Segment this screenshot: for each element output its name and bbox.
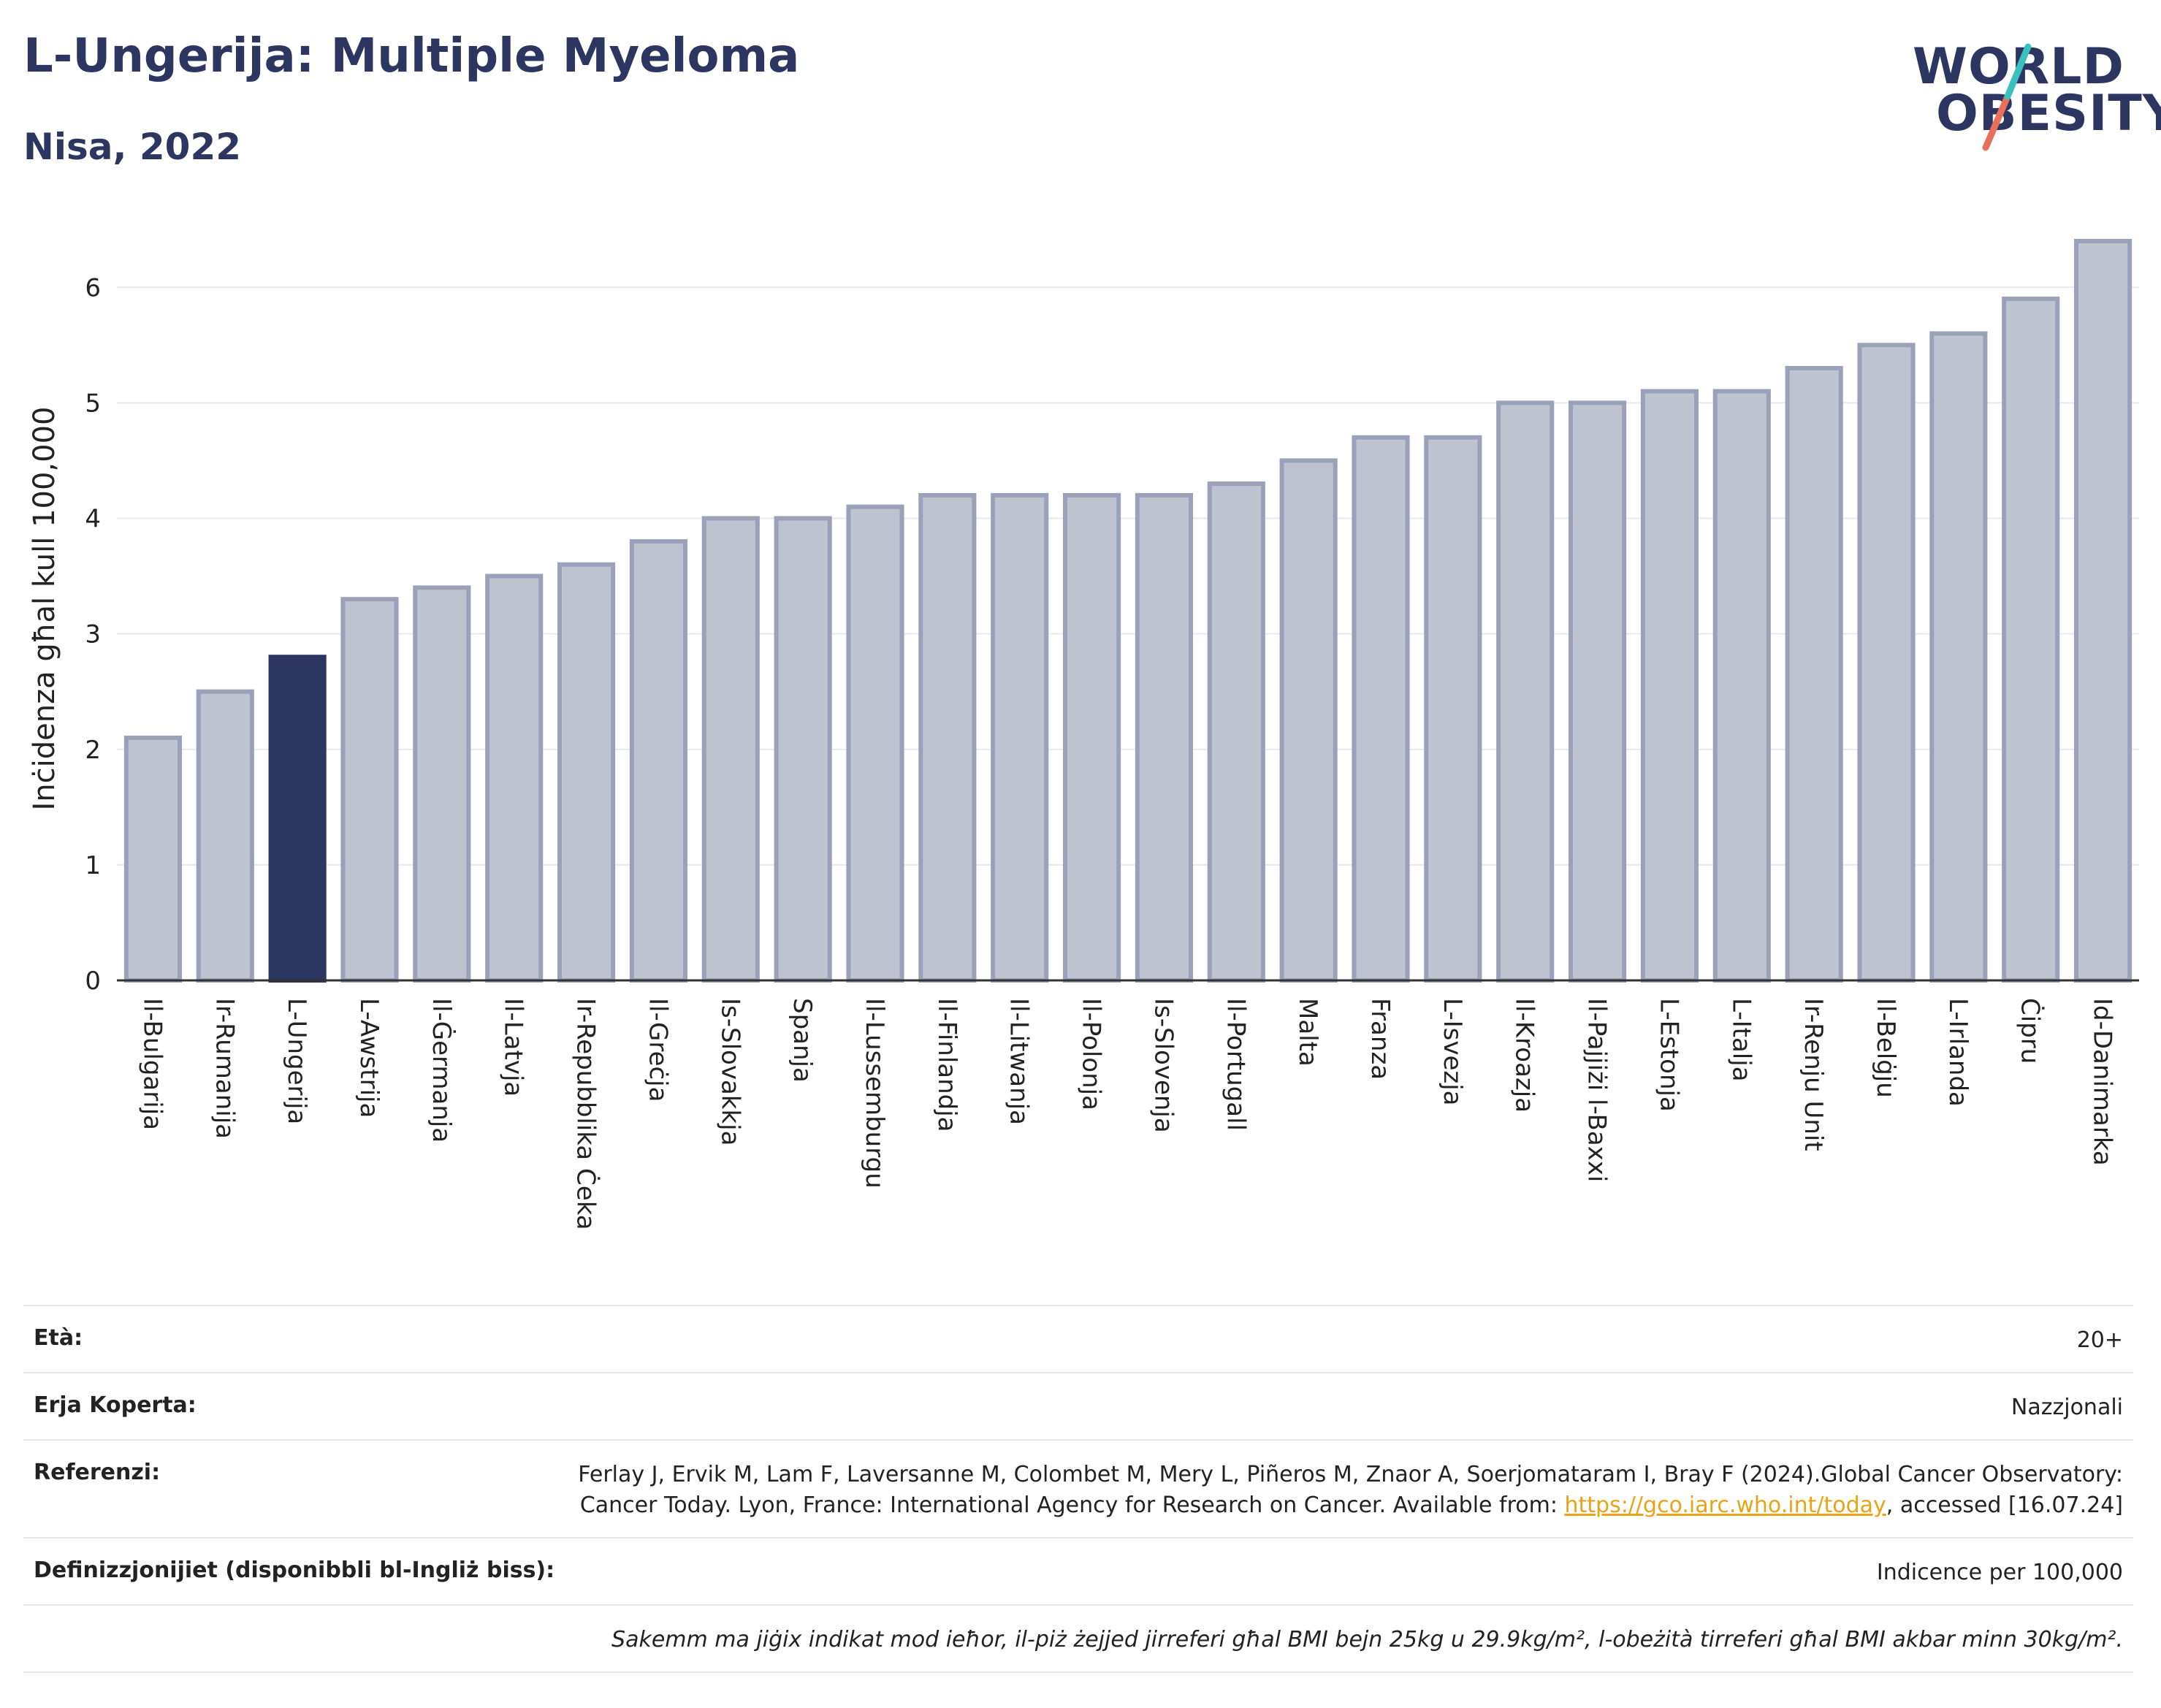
bar-ir-repubblika-eka[interactable] [557, 562, 616, 983]
x-tick-label: L-Irlanda [1943, 998, 1973, 1107]
bar-franza[interactable] [1352, 435, 1410, 983]
bar-il-kroazja[interactable] [1496, 400, 1555, 983]
logo-slash-icon [1982, 43, 2032, 151]
y-tick-labels: 0 1 2 3 4 5 6 [85, 273, 101, 996]
bar-is-slovakkja[interactable] [701, 516, 760, 983]
age-value: 20+ [2076, 1327, 2123, 1353]
age-label: Età: [34, 1325, 83, 1351]
bar-l-ungerija[interactable] [268, 655, 327, 983]
x-tick-label: Malta [1293, 998, 1322, 1067]
x-tick-label: Il-Kroazja [1510, 998, 1539, 1113]
x-tick-label: Il-Ġermanja [427, 998, 457, 1143]
bar-il-litwanja[interactable] [991, 492, 1049, 983]
x-tick-label: Il-Polonja [1077, 998, 1106, 1110]
bar-is-slovenja[interactable] [1135, 492, 1194, 983]
reference-value: Ferlay J, Ervik M, Lam F, Laversanne M, … [574, 1460, 2123, 1521]
reference-link[interactable]: https://gco.iarc.who.int/today [1564, 1492, 1886, 1518]
x-tick-label: Ir-Renju Unit [1799, 998, 1828, 1151]
x-tick-label: Il-Lussemburgu [860, 998, 889, 1189]
bar-malta[interactable] [1279, 458, 1338, 983]
bar-l-estonja[interactable] [1640, 389, 1699, 983]
y-tick-label: 0 [85, 967, 101, 996]
area-label: Erja Koperta: [34, 1392, 197, 1418]
x-tick-label: L-Estonja [1654, 998, 1683, 1112]
bar-il-latvja[interactable] [485, 573, 544, 983]
bar-ir-rumanija[interactable] [196, 689, 254, 983]
x-tick-label: L-Awstrija [354, 998, 384, 1118]
world-obesity-logo: WORLD OBESITY [1913, 38, 2161, 155]
bar-ir-renju-unit[interactable] [1785, 365, 1843, 983]
y-tick-label: 6 [85, 273, 101, 302]
bar-chart: 0 1 2 3 4 5 6 Il-Bulgarija Ir-Rumanija L-Ungerij… [28, 239, 2139, 1230]
info-row-age: Età: 20+ [23, 1305, 2133, 1372]
area-value: Nazzjonali [2011, 1395, 2123, 1420]
reference-accessed: , accessed [16.07.24] [1886, 1492, 2123, 1518]
bar-il-lussemburgu[interactable] [846, 504, 904, 983]
bar-il-portugall[interactable] [1207, 481, 1265, 983]
chart-title: L-Ungerija: Multiple Myeloma [23, 29, 800, 83]
x-tick-label: Il-Pajjiżi l-Baxxi [1582, 998, 1612, 1182]
y-axis-title: Inċidenza għal kull 100,000 [28, 407, 61, 811]
x-tick-label: Il-Litwanja [1005, 998, 1034, 1125]
chart-subtitle: Nisa, 2022 [23, 126, 242, 168]
x-tick-label: Il-Bulgarija [137, 998, 167, 1130]
x-tick-label: Is-Slovenja [1148, 998, 1178, 1133]
bar-spanja[interactable] [774, 516, 832, 983]
bar-l-irlanda[interactable] [1929, 331, 1988, 983]
info-row-reference: Referenzi: Ferlay J, Ervik M, Lam F, Lav… [23, 1439, 2133, 1537]
y-tick-label: 1 [85, 851, 101, 880]
y-tick-label: 4 [85, 505, 101, 534]
bar-il-polonja[interactable] [1062, 492, 1121, 983]
bar-l-isvezja[interactable] [1424, 435, 1482, 983]
x-tick-label: Il-Greċja [643, 998, 672, 1102]
x-tick-label: Il-Belġju [1871, 998, 1900, 1098]
reference-label: Referenzi: [34, 1460, 161, 1485]
x-tick-label: Ċipru [2016, 998, 2046, 1064]
x-tick-label: Id-Danimarka [2088, 998, 2117, 1166]
definitions-label: Definizzjonijiet (disponibbli bl-Ingliż … [34, 1558, 555, 1583]
x-tick-label: L-Italja [1726, 998, 1756, 1082]
y-tick-label: 2 [85, 736, 101, 765]
bar-il-finlandja[interactable] [918, 492, 977, 983]
x-tick-label: L-Ungerija [282, 998, 311, 1124]
bar-id-danimarka[interactable] [2073, 239, 2133, 983]
y-tick-label: 3 [85, 620, 101, 649]
definitions-value: Indicence per 100,000 [1876, 1560, 2123, 1585]
x-tick-label: Il-Portugall [1221, 998, 1250, 1131]
bar-il-bel-ju[interactable] [1857, 343, 1916, 983]
x-tick-label: Ir-Rumanija [210, 998, 239, 1139]
logo-line-2: OBESITY [1936, 85, 2161, 142]
x-tick-label: Franza [1365, 998, 1395, 1080]
info-row-area: Erja Koperta: Nazzjonali [23, 1372, 2133, 1439]
reference-text: Ferlay J, Ervik M, Lam F, Laversanne M, … [578, 1462, 2123, 1518]
x-tick-label: Il-Latvja [499, 998, 528, 1097]
x-tick-labels: Il-Bulgarija Ir-Rumanija L-Ungerija L-Awstr… [137, 998, 2116, 1230]
bar-il-ermanja[interactable] [413, 585, 471, 983]
info-row-definitions: Definizzjonijiet (disponibbli bl-Ingliż … [23, 1537, 2133, 1604]
bar-l-awstrija[interactable] [340, 597, 399, 983]
x-tick-label: Il-Finlandja [932, 998, 961, 1132]
x-tick-label: Spanja [788, 998, 817, 1083]
bar-il-pajji-i-l-baxxi[interactable] [1568, 400, 1627, 983]
bar-il-gre-ja[interactable] [629, 539, 688, 983]
x-tick-label: L-Isvezja [1438, 998, 1467, 1106]
info-row-note: Sakemm ma jiġix indikat mod ieħor, il-pi… [23, 1604, 2133, 1673]
bar--ipru[interactable] [2002, 297, 2060, 983]
x-tick-label: Is-Slovakkja [715, 998, 744, 1145]
y-tick-label: 5 [85, 389, 101, 418]
footnote: Sakemm ma jiġix indikat mod ieħor, il-pi… [611, 1627, 2123, 1652]
x-tick-label: Ir-Repubblika Ċeka [571, 998, 601, 1230]
bar-l-italja[interactable] [1712, 389, 1771, 983]
bars [123, 239, 2133, 983]
bar-il-bulgarija[interactable] [123, 735, 183, 983]
info-table: Età: 20+ Erja Koperta: Nazzjonali Refere… [23, 1305, 2133, 1673]
